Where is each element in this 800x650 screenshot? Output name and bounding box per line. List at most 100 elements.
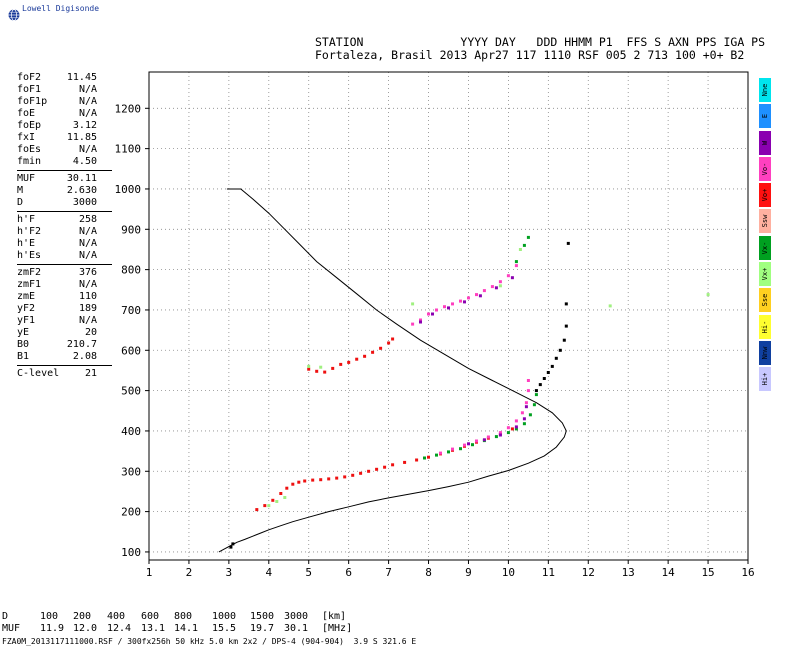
echo-point	[498, 284, 502, 288]
muf-table-cell: 12.0	[73, 623, 98, 634]
echo-point	[229, 545, 233, 549]
legend-swatch-himinus: Hi-	[759, 314, 771, 339]
echo-point	[526, 379, 530, 382]
x-tick-label: 2	[186, 566, 193, 579]
legend-swatch-ssw: Ssw	[759, 209, 771, 234]
parameter-row: MUF 30.11	[2, 173, 142, 185]
x-tick-label: 6	[345, 566, 352, 579]
echo-point	[371, 350, 375, 354]
x-tick-label: 12	[582, 566, 595, 579]
muf-table-cell: 400	[107, 611, 126, 622]
parameter-row: zmE 110	[2, 291, 142, 303]
x-tick-label: 13	[622, 566, 635, 579]
legend-label: Ssw	[761, 215, 769, 228]
echo-point	[526, 389, 530, 393]
parameter-value: N/A	[78, 315, 97, 326]
parameter-value: 210.7	[66, 339, 97, 350]
echo-point	[351, 473, 355, 477]
muf-table-cell: 12.4	[107, 623, 132, 634]
y-tick-label: 1100	[115, 143, 142, 156]
parameter-name: h'Es	[17, 250, 42, 261]
trace-vx-minus	[423, 235, 538, 460]
parameter-value: 258	[78, 214, 97, 225]
x-tick-label: 9	[465, 566, 472, 579]
echo-point	[546, 371, 550, 374]
parameter-value: N/A	[78, 226, 97, 237]
parameter-name: zmF2	[17, 267, 42, 278]
legend-swatch-e: E	[759, 104, 771, 129]
legend-swatch-nne: Nne	[759, 78, 771, 102]
muf-table-row-label: MUF	[2, 623, 21, 634]
parameter-value: 376	[78, 267, 97, 278]
echo-point	[451, 447, 454, 451]
chart-grid	[149, 72, 748, 560]
echo-point	[291, 482, 295, 486]
echo-point	[439, 451, 442, 455]
muf-table-unit: [km]	[322, 611, 347, 622]
parameter-value: 4.50	[72, 156, 97, 167]
echo-point	[562, 338, 566, 342]
echo-point	[459, 299, 462, 303]
legend-swatch-vxplus: Vx+	[759, 262, 771, 287]
echo-point	[475, 439, 478, 443]
echo-point	[391, 337, 395, 341]
echo-point	[297, 480, 301, 484]
muf-table-cell: 100	[40, 611, 59, 622]
parameter-value: 3000	[72, 197, 97, 208]
echo-point	[375, 467, 379, 471]
muf-table-cell: 13.1	[141, 623, 166, 634]
legend-label: Hi+	[761, 372, 769, 386]
parameter-row: M 2.630	[2, 185, 142, 197]
muf-table-cell: 200	[73, 611, 92, 622]
parameter-value: 2.08	[72, 351, 97, 362]
echo-point	[267, 504, 271, 508]
echo-point	[522, 417, 526, 421]
echo-point	[275, 500, 279, 503]
legend-label: Hi-	[761, 320, 769, 333]
globe-icon	[8, 9, 20, 21]
echo-point	[271, 498, 275, 502]
muf-table-cell: 11.9	[40, 623, 65, 634]
parameter-name: foE	[17, 108, 36, 119]
echo-point	[514, 260, 518, 264]
echo-point	[467, 442, 470, 446]
parameter-name: fxI	[17, 132, 36, 143]
parameter-name: D	[17, 197, 24, 208]
trace-vo-minus	[411, 264, 530, 455]
parameter-value: 2.630	[66, 185, 97, 196]
echo-point	[522, 422, 526, 426]
legend-label: Vx+	[761, 267, 769, 281]
echo-point	[514, 419, 518, 423]
parameter-value: N/A	[78, 144, 97, 155]
echo-point	[498, 280, 502, 284]
brand-name: Lowell Digisonde	[22, 4, 100, 13]
echo-point	[528, 413, 532, 417]
echo-point	[285, 486, 289, 490]
legend-swatch-vxminus: Vx-	[759, 235, 771, 260]
echo-point	[490, 285, 494, 289]
echo-point	[506, 431, 510, 435]
echo-point	[431, 312, 434, 316]
muf-table-cell: 600	[141, 611, 160, 622]
echo-point	[307, 367, 311, 371]
echo-point	[319, 478, 323, 482]
echo-point	[367, 469, 371, 473]
x-tick-label: 3	[226, 566, 233, 579]
parameter-value: 20	[84, 327, 97, 338]
parameter-row: B0 210.7	[2, 339, 142, 351]
echo-point	[494, 435, 498, 439]
x-tick-label: 8	[425, 566, 432, 579]
echo-point	[478, 294, 482, 298]
echo-point	[706, 293, 710, 297]
legend-label: Vo-	[761, 162, 769, 176]
echo-point	[427, 312, 430, 316]
parameter-name: h'F2	[17, 226, 42, 237]
echo-point	[514, 264, 518, 268]
parameter-separator	[17, 264, 112, 265]
parameter-name: zmE	[17, 291, 36, 302]
header-columns: STATION YYYY DAY DDD HHMM P1 FFS S AXN P…	[315, 35, 766, 49]
parameter-row: h'F2 N/A	[2, 226, 142, 238]
parameter-name: foEs	[17, 144, 42, 155]
muf-table-cell: 30.1	[284, 623, 309, 634]
